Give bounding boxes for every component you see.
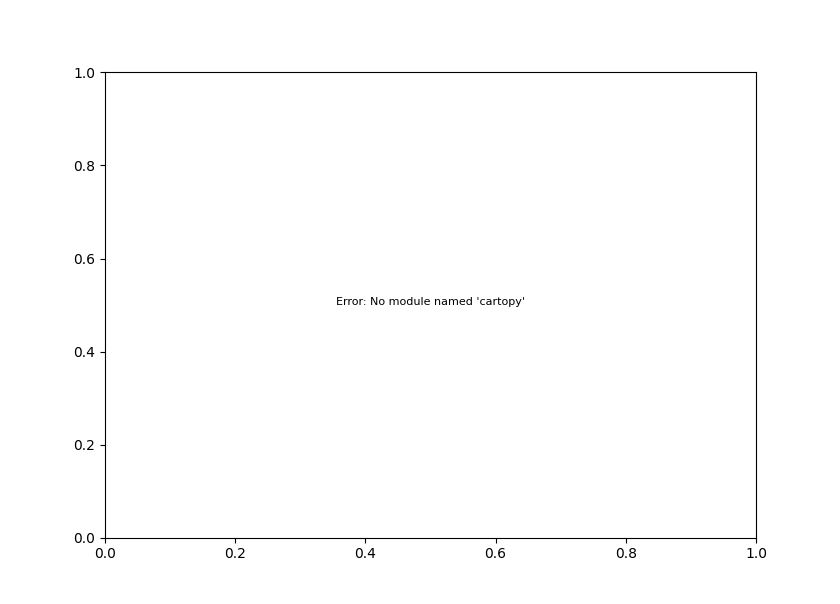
Text: Error: No module named 'cartopy': Error: No module named 'cartopy'	[336, 297, 525, 307]
